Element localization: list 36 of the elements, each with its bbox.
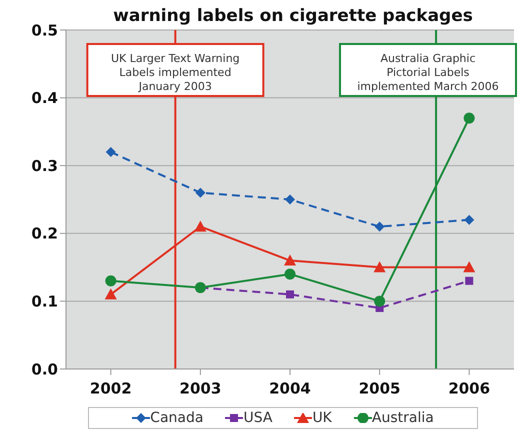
y-tick-label: 0.1 [31, 292, 58, 311]
legend-label: USA [243, 410, 272, 426]
chart-title: warning labels on cigarette packages [113, 6, 473, 26]
point [464, 214, 474, 225]
point [194, 220, 206, 232]
point [374, 296, 386, 307]
point [285, 194, 295, 204]
point [106, 147, 116, 158]
point [465, 276, 474, 285]
y-tick-label: 0.5 [31, 21, 58, 40]
callout-box: UK Larger Text Warning Labels implemented January 2003 [86, 43, 264, 97]
point [463, 261, 476, 272]
x-tick-label: 2005 [358, 380, 400, 398]
point [464, 112, 475, 124]
x-tick-label: 2002 [90, 380, 132, 398]
x-tick-label: 2006 [448, 380, 490, 398]
legend-label: UK [312, 410, 332, 426]
legend-label: Australia [372, 410, 434, 426]
point [105, 275, 116, 286]
callout-box: Australia Graphic Pictorial Labels implemented March 2006 [339, 43, 517, 97]
legend-label: Canada [150, 410, 204, 426]
point [286, 290, 294, 298]
ref-line-label: Australia Graphic Pictorial Labels implemented March 2006 [357, 52, 499, 93]
ref-line-label: UK Larger Text Warning Labels implemented January 2003 [110, 52, 240, 93]
point [284, 268, 296, 280]
x-tick-label: 2004 [269, 380, 311, 398]
y-tick-label: 0.2 [31, 224, 58, 243]
point [195, 188, 206, 198]
point [104, 288, 117, 300]
point [284, 254, 296, 266]
point [374, 261, 386, 272]
y-tick-label: 0.3 [31, 156, 58, 175]
y-tick-label: 0.4 [31, 89, 58, 108]
point [374, 222, 385, 232]
y-tick-label: 0.0 [31, 360, 58, 378]
x-tick-label: 2003 [180, 380, 222, 398]
